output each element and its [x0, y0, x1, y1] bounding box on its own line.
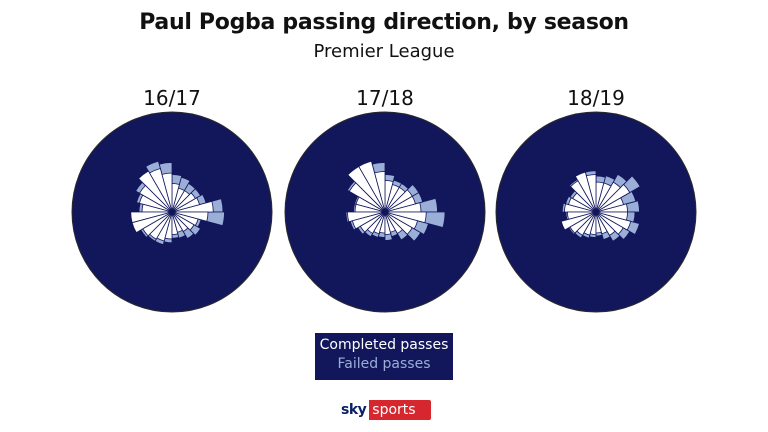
- legend: Completed passes Failed passes: [315, 333, 453, 380]
- completed-sector: [131, 211, 173, 234]
- completed-sector: [171, 211, 209, 222]
- logo-sky: sky: [337, 400, 370, 420]
- completed-sector: [138, 194, 173, 213]
- completed-sector: [560, 211, 597, 231]
- radar-16-17: 16/17: [71, 86, 273, 313]
- season-label: 16/17: [143, 86, 201, 110]
- completed-sector: [156, 211, 173, 242]
- season-label: 18/19: [567, 86, 625, 110]
- completed-sector: [142, 211, 173, 237]
- sky-sports-logo: sky sports: [337, 400, 431, 420]
- legend-completed: Completed passes: [319, 337, 449, 353]
- completed-sector: [366, 211, 386, 234]
- completed-sector: [595, 183, 631, 213]
- radar-18-19: 18/19: [495, 86, 697, 313]
- chart-title: Paul Pogba passing direction, by season: [139, 10, 629, 35]
- completed-sector: [171, 192, 196, 213]
- season-label: 17/18: [356, 86, 414, 110]
- logo-sports: sports: [369, 400, 431, 420]
- completed-sector: [348, 182, 386, 213]
- completed-sector: [589, 211, 597, 235]
- radar-17-18: 17/18: [284, 86, 486, 313]
- completed-sector: [595, 211, 628, 221]
- completed-sector: [595, 211, 632, 231]
- completed-sector: [359, 211, 386, 233]
- completed-sector: [149, 211, 173, 240]
- completed-sector: [384, 211, 427, 224]
- completed-sector: [574, 171, 597, 213]
- completed-sector: [569, 211, 597, 234]
- completed-sector: [384, 189, 413, 213]
- legend-failed: Failed passes: [337, 356, 431, 372]
- completed-sector: [583, 211, 597, 236]
- completed-sector: [569, 180, 597, 213]
- completed-sector: [564, 203, 597, 213]
- completed-sector: [138, 170, 173, 213]
- completed-sector: [347, 165, 386, 213]
- completed-sector: [164, 211, 173, 240]
- completed-sector: [576, 211, 597, 236]
- completed-sector: [351, 211, 386, 230]
- chart-subtitle: Premier League: [313, 41, 455, 62]
- completed-sector: [595, 181, 621, 213]
- completed-sector: [373, 211, 386, 235]
- completed-sector: [138, 184, 173, 213]
